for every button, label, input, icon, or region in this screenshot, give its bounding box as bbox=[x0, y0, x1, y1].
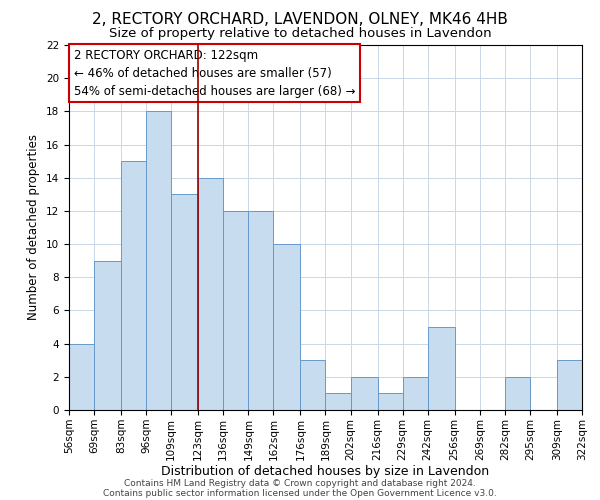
Y-axis label: Number of detached properties: Number of detached properties bbox=[28, 134, 40, 320]
Bar bbox=[403, 377, 428, 410]
Bar bbox=[146, 112, 171, 410]
Bar bbox=[505, 377, 530, 410]
Text: 2 RECTORY ORCHARD: 122sqm
← 46% of detached houses are smaller (57)
54% of semi-: 2 RECTORY ORCHARD: 122sqm ← 46% of detac… bbox=[74, 48, 356, 98]
Bar bbox=[121, 161, 146, 410]
Bar bbox=[198, 178, 223, 410]
Bar bbox=[301, 360, 325, 410]
Bar bbox=[274, 244, 301, 410]
Bar bbox=[223, 211, 248, 410]
Text: Size of property relative to detached houses in Lavendon: Size of property relative to detached ho… bbox=[109, 28, 491, 40]
Text: Contains public sector information licensed under the Open Government Licence v3: Contains public sector information licen… bbox=[103, 488, 497, 498]
Text: 2, RECTORY ORCHARD, LAVENDON, OLNEY, MK46 4HB: 2, RECTORY ORCHARD, LAVENDON, OLNEY, MK4… bbox=[92, 12, 508, 28]
X-axis label: Distribution of detached houses by size in Lavendon: Distribution of detached houses by size … bbox=[161, 466, 490, 478]
Bar bbox=[557, 360, 582, 410]
Bar bbox=[248, 211, 274, 410]
Bar bbox=[69, 344, 94, 410]
Bar bbox=[350, 377, 377, 410]
Bar bbox=[171, 194, 198, 410]
Bar bbox=[428, 327, 455, 410]
Bar bbox=[94, 260, 121, 410]
Text: Contains HM Land Registry data © Crown copyright and database right 2024.: Contains HM Land Registry data © Crown c… bbox=[124, 478, 476, 488]
Bar bbox=[325, 394, 350, 410]
Bar bbox=[377, 394, 403, 410]
